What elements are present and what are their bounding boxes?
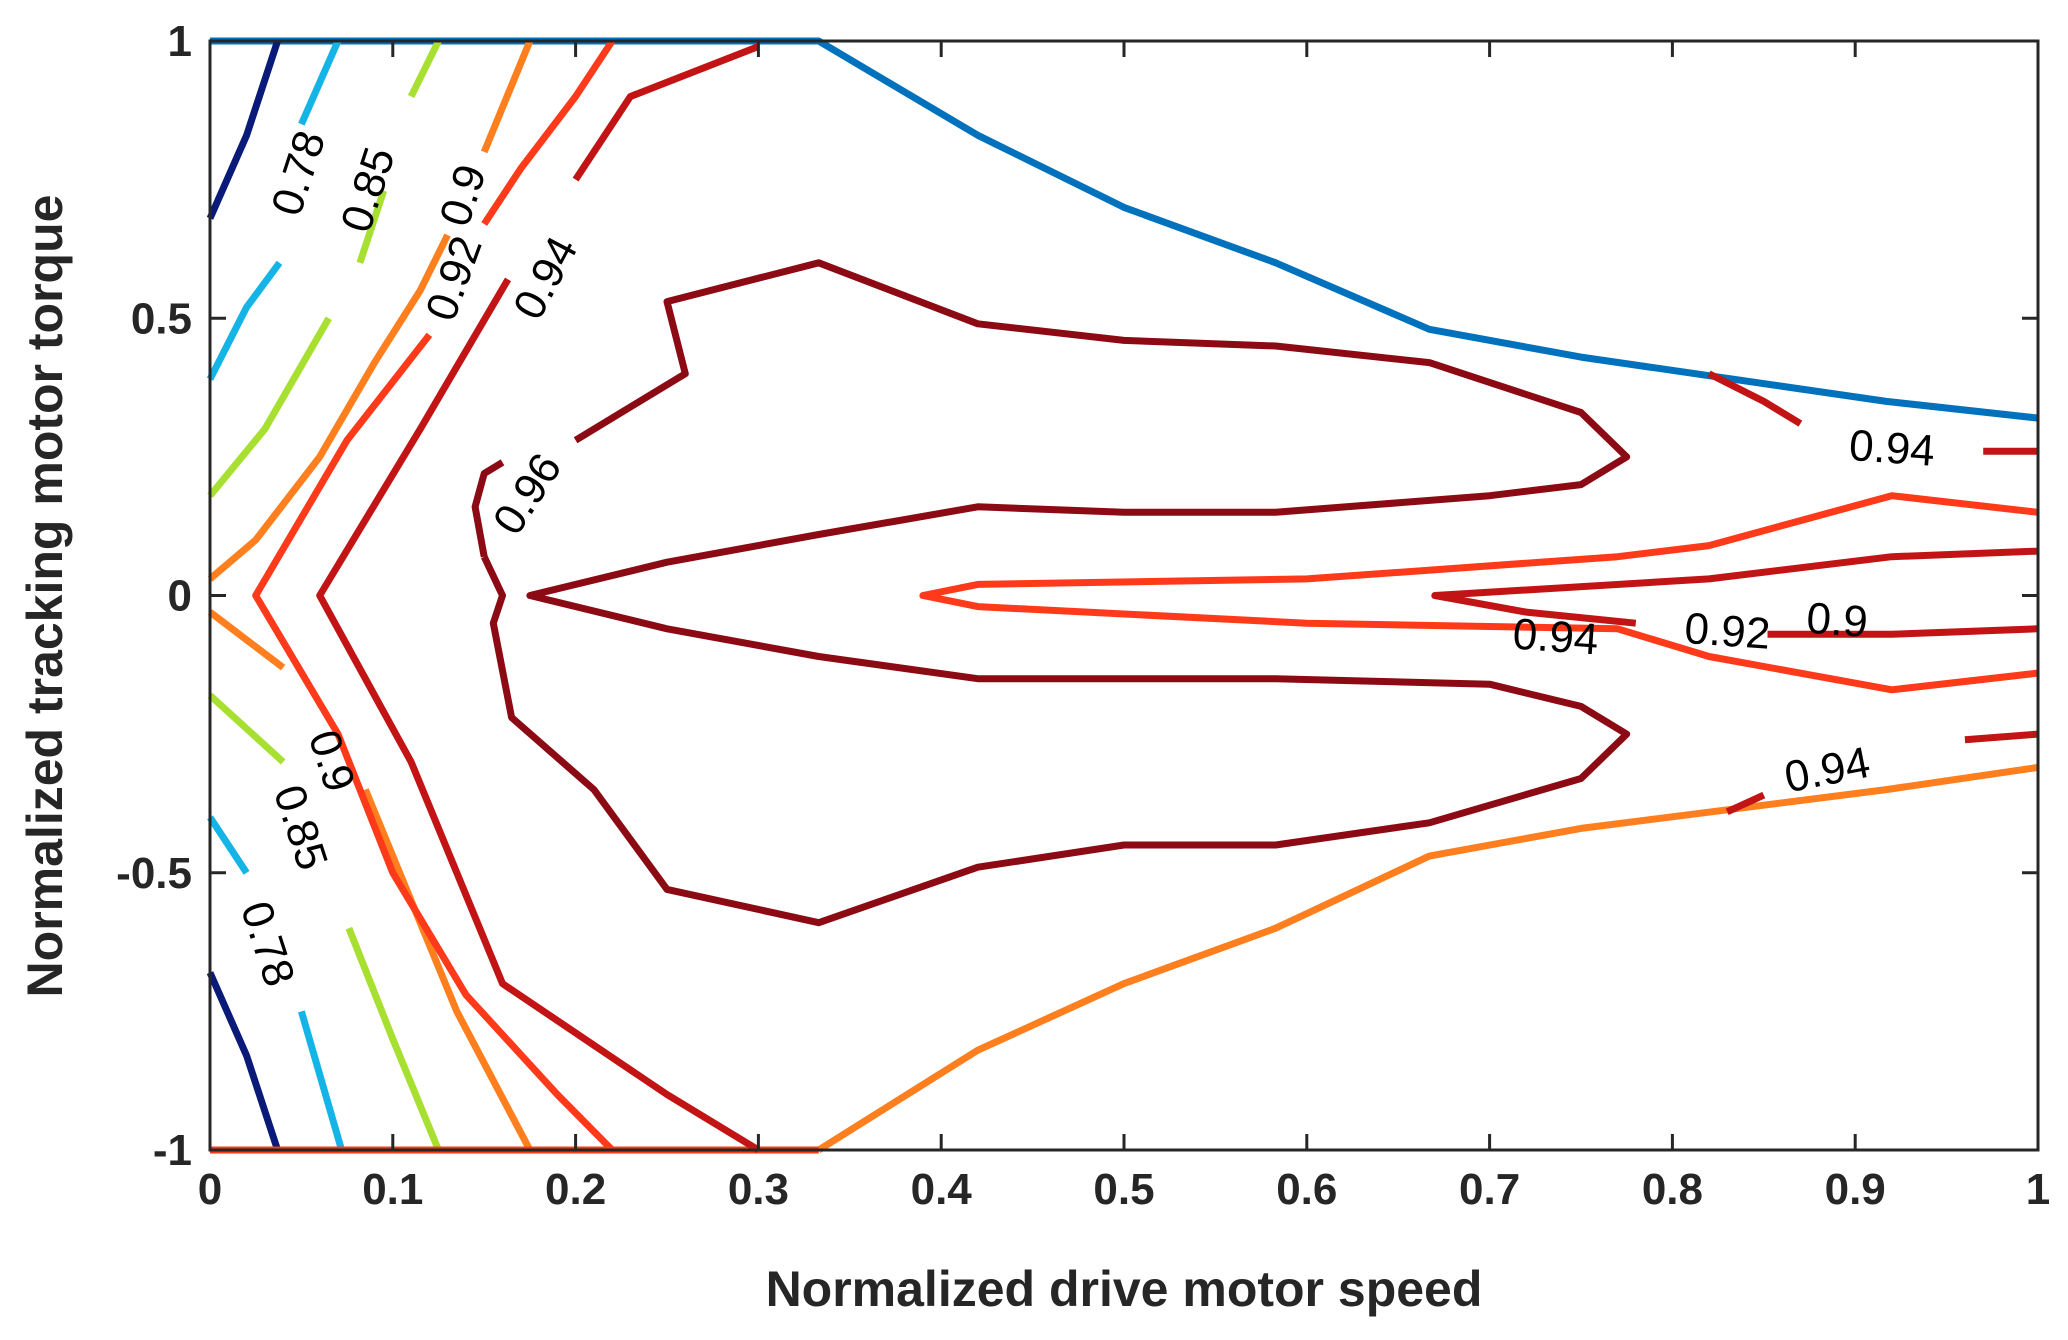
- contour-line-094-6-0: [316, 277, 761, 1153]
- x-tick-label-6: 0.6: [1276, 1165, 1337, 1214]
- x-tick-label-5: 0.5: [1093, 1165, 1154, 1214]
- contour-line-boundary-0-0: [210, 37, 2039, 422]
- contour-line-092-5-3: [919, 492, 2039, 694]
- contour-line-078-2-3: [298, 1010, 345, 1151]
- contour-line-085-3-0: [207, 316, 332, 498]
- contour-line-094-6-2: [1707, 370, 1803, 427]
- contour-line-094-6-6: [1725, 791, 1766, 815]
- contour-line-09-4-2: [207, 609, 286, 671]
- contour-line-09-4-0: [207, 233, 451, 582]
- contour-line-078-1-1: [206, 971, 281, 1152]
- x-tick-label-9: 0.9: [1825, 1165, 1886, 1214]
- contour-labels: 0.780.85 0.90.92 0.940.96 0.940.94 0.92 0.90.…: [231, 125, 1936, 992]
- x-tick-label-1: 0.1: [362, 1165, 423, 1214]
- contour-label-8: 0.92: [1683, 604, 1772, 659]
- contour-line-09-4-3: [362, 788, 533, 1152]
- contour-label-9: 0.9: [1805, 594, 1869, 647]
- y-tick-label-2: 0: [168, 572, 192, 621]
- contour-line-092-5-1: [481, 39, 616, 226]
- contour-line-094-6-5: [1767, 625, 2039, 638]
- x-tick-label-0: 0: [198, 1165, 222, 1214]
- x-axis-title: Normalized drive motor speed: [766, 1261, 1483, 1317]
- x-tick-label-8: 0.8: [1642, 1165, 1703, 1214]
- contour-line-09-4-4: [816, 763, 2039, 1153]
- contour-line-094-6-4: [1431, 547, 2039, 627]
- y-axis-title: Normalized tracking motor torque: [17, 195, 73, 998]
- x-tick-label-4: 0.4: [911, 1165, 973, 1214]
- contour-line-078-2-0: [206, 260, 283, 381]
- contour-line-085-3-3: [207, 692, 286, 765]
- contour-line-09-4-1: [480, 39, 534, 154]
- contour-line-085-3-1: [356, 189, 388, 264]
- x-tick-label-2: 0.2: [545, 1165, 606, 1214]
- contour-line-078-2-1: [298, 39, 342, 126]
- contour-line-094-6-7: [1964, 730, 2039, 744]
- contour-label-6: 0.94: [1848, 421, 1937, 476]
- x-tick-label-7: 0.7: [1459, 1165, 1520, 1214]
- axes: 0 0.1 0.2 0.3 0.4 0.5 0.6 0.7 0.8 0.9 1 1 0.5 0 -0.5 -1: [116, 17, 2050, 1214]
- contour-line-096-7-1: [481, 259, 1631, 927]
- y-tick-label-1: 0.5: [131, 294, 192, 343]
- x-tick-label-10: 1: [2026, 1165, 2050, 1214]
- y-tick-label-3: -0.5: [116, 849, 192, 898]
- x-tick-label-3: 0.3: [728, 1165, 789, 1214]
- y-tick-label-4: -1: [153, 1126, 192, 1175]
- contour-line-078-2-2: [207, 815, 250, 875]
- contour-label-7: 0.94: [1511, 610, 1600, 665]
- contour-line-092-5-0: [252, 332, 615, 1153]
- y-tick-label-0: 1: [168, 17, 192, 66]
- contour-line-096-7-0: [471, 459, 505, 558]
- contour-line-085-3-2: [407, 39, 442, 99]
- contour-line-085-3-4: [345, 926, 442, 1152]
- contour-line-094-6-1: [572, 43, 760, 182]
- contour-line-078-1-0: [206, 39, 281, 220]
